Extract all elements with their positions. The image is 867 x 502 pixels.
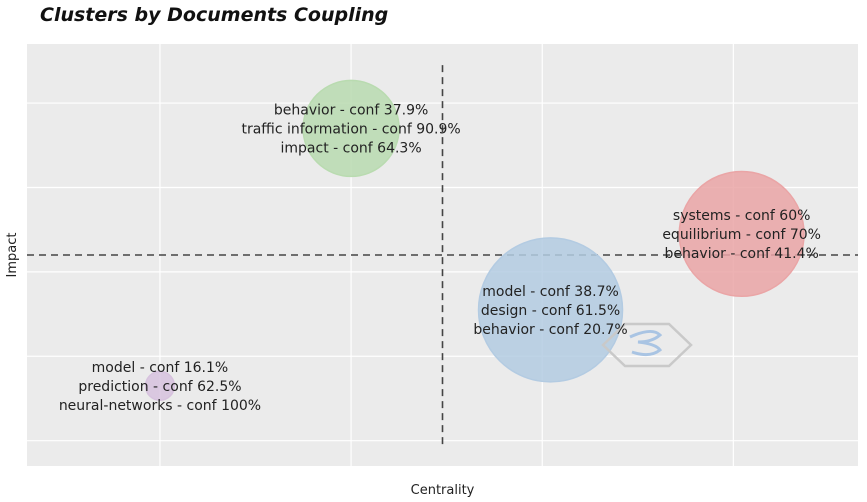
cluster-label: model - conf 38.7% [482,284,619,300]
y-axis-label: Impact [5,233,20,278]
bubbles [144,79,805,401]
cluster-label: behavior - conf 41.4% [664,246,818,262]
cluster-label: systems - conf 60% [673,208,811,224]
chart-title: Clusters by Documents Coupling [40,4,389,26]
cluster-bubble-4[interactable] [144,370,176,401]
cluster-label: equilibrium - conf 70% [662,227,821,243]
cluster-label: neural-networks - conf 100% [59,398,261,414]
logo-mark [629,330,663,357]
cluster-label: traffic information - conf 90.9% [241,121,460,137]
cluster-bubble-3[interactable] [477,237,624,383]
cluster-label: model - conf 16.1% [92,360,229,376]
logo-watermark [601,322,693,368]
bubble-labels: behavior - conf 37.9% traffic information… [59,102,821,413]
cluster-label: impact - conf 64.3% [281,140,422,156]
cluster-label: design - conf 61.5% [481,303,620,319]
cluster-label: behavior - conf 20.7% [473,322,627,338]
logo-hexagon [601,322,693,368]
cluster-bubble-1[interactable] [302,79,400,178]
cluster-label: behavior - conf 37.9% [274,102,428,118]
x-axis-label: Centrality [411,483,475,498]
reference-lines [27,65,858,448]
cluster-label: prediction - conf 62.5% [78,379,241,395]
cluster-bubble-2[interactable] [678,170,805,298]
